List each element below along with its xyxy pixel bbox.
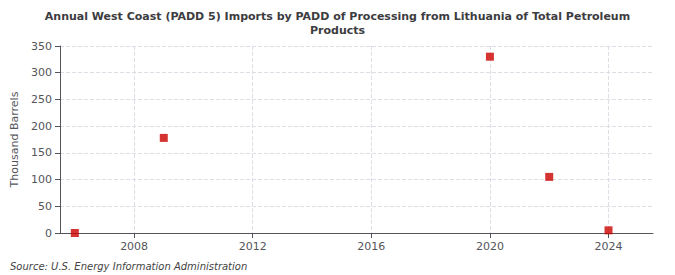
- svg-text:2012: 2012: [239, 240, 267, 253]
- svg-text:Annual West Coast (PADD 5) Imp: Annual West Coast (PADD 5) Imports by PA…: [45, 10, 630, 23]
- svg-text:50: 50: [38, 200, 52, 213]
- svg-text:2016: 2016: [357, 240, 385, 253]
- svg-text:0: 0: [45, 227, 52, 240]
- svg-text:2024: 2024: [595, 240, 623, 253]
- svg-text:100: 100: [31, 173, 52, 186]
- svg-text:Thousand Barrels: Thousand Barrels: [8, 91, 21, 188]
- svg-text:150: 150: [31, 146, 52, 159]
- svg-text:Products: Products: [310, 24, 366, 37]
- svg-text:300: 300: [31, 66, 52, 79]
- svg-text:350: 350: [31, 40, 52, 53]
- svg-text:250: 250: [31, 93, 52, 106]
- svg-text:2020: 2020: [476, 240, 504, 253]
- svg-text:200: 200: [31, 120, 52, 133]
- svg-text:2008: 2008: [120, 240, 148, 253]
- svg-text:Source: U.S. Energy Informatio: Source: U.S. Energy Information Administ…: [10, 261, 247, 272]
